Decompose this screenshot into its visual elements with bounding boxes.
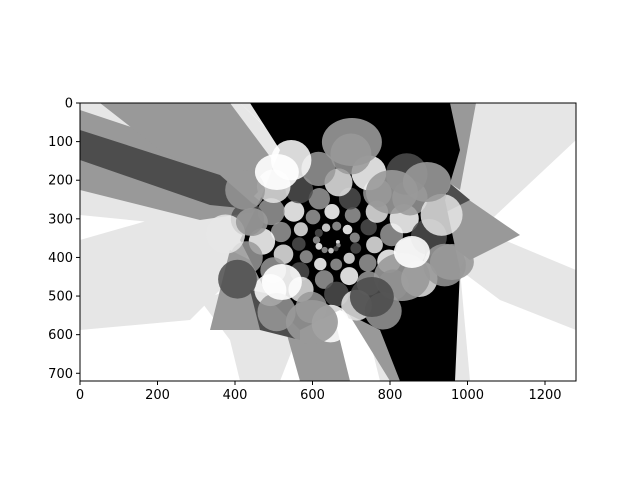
swirl-circle bbox=[359, 254, 377, 272]
swirl-ellipse bbox=[402, 162, 451, 202]
swirl-circle bbox=[292, 237, 306, 251]
swirl-circle bbox=[328, 247, 334, 254]
swirl-circle bbox=[312, 236, 321, 244]
swirl-circle bbox=[321, 223, 331, 232]
swirl-ellipse bbox=[349, 277, 394, 317]
swirl-ellipse bbox=[321, 118, 382, 166]
y-tick-label: 200 bbox=[48, 174, 73, 189]
y-axis: 0 100 200 300 400 500 600 700 bbox=[48, 97, 80, 382]
x-tick-label: 600 bbox=[300, 388, 325, 403]
swirl-ellipse bbox=[429, 244, 474, 280]
x-tick-label: 1200 bbox=[528, 388, 561, 403]
y-tick-label: 600 bbox=[48, 328, 73, 343]
swirl-circle bbox=[314, 257, 327, 271]
swirl-circle bbox=[349, 232, 360, 243]
swirl-circle bbox=[330, 258, 343, 271]
swirl-circle bbox=[305, 209, 321, 225]
swirl-circle bbox=[420, 193, 463, 236]
y-tick-label: 500 bbox=[48, 290, 73, 305]
swirl-circle bbox=[350, 242, 362, 254]
y-tick-label: 400 bbox=[48, 251, 73, 266]
light-region bbox=[460, 230, 576, 330]
swirl-ellipse bbox=[285, 300, 338, 344]
swirl-circle bbox=[225, 170, 265, 210]
swirl-circle bbox=[321, 246, 328, 254]
plot-area bbox=[80, 103, 576, 381]
swirl-circle bbox=[299, 250, 313, 264]
swirl-circle bbox=[366, 236, 383, 254]
swirl-ellipse bbox=[235, 208, 268, 236]
swirl-circle bbox=[293, 222, 308, 237]
swirl-circle bbox=[324, 204, 340, 220]
x-tick-label: 0 bbox=[76, 388, 84, 403]
swirl-circle bbox=[332, 221, 342, 231]
swirl-circle bbox=[315, 242, 323, 250]
swirl-circle bbox=[343, 252, 355, 264]
swirl-circle bbox=[333, 246, 339, 252]
swirl-circle bbox=[205, 214, 246, 254]
swirl-ellipse bbox=[261, 264, 302, 300]
swirl-circle bbox=[360, 219, 377, 236]
plot-frame bbox=[79, 102, 577, 382]
x-tick-label: 400 bbox=[223, 388, 248, 403]
swirl-circle bbox=[308, 188, 330, 210]
swirl-circle bbox=[283, 200, 305, 222]
x-tick-label: 200 bbox=[145, 388, 170, 403]
y-tick-label: 700 bbox=[48, 367, 73, 382]
x-tick-label: 1000 bbox=[451, 388, 484, 403]
swirl-circle bbox=[342, 224, 353, 235]
swirl-ellipse bbox=[393, 236, 430, 268]
x-axis: 0 200 400 600 800 1000 1200 bbox=[76, 381, 562, 403]
swirl-circle bbox=[270, 221, 292, 243]
dark-region bbox=[80, 130, 260, 210]
y-tick-label: 300 bbox=[48, 212, 73, 227]
swirl-circle bbox=[314, 229, 323, 237]
y-tick-label: 100 bbox=[48, 135, 73, 150]
swirl-circle bbox=[340, 267, 359, 286]
x-tick-label: 800 bbox=[378, 388, 403, 403]
swirl-circle bbox=[344, 207, 361, 224]
swirl-circle bbox=[218, 259, 257, 299]
swirl-ellipse bbox=[254, 154, 299, 190]
y-tick-label: 0 bbox=[65, 97, 73, 112]
